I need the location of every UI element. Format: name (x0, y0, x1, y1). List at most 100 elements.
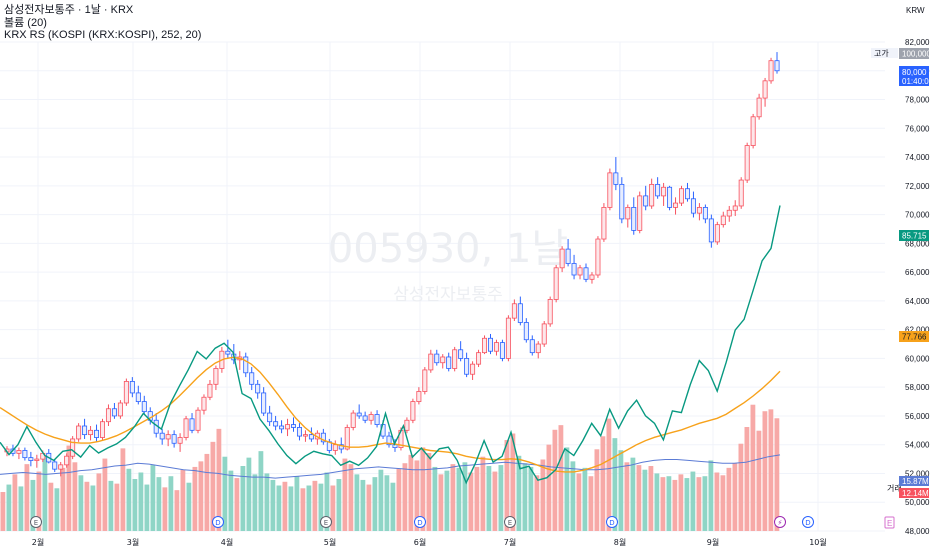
event-label: ⚡ (778, 519, 783, 527)
watermark-name: 삼성전자보통주 (393, 285, 502, 305)
volume-ma-path (0, 454, 781, 479)
price-tick-label: 56,000 (905, 412, 930, 421)
candle-body (249, 372, 255, 385)
candle-body (159, 432, 165, 440)
volume-bar (660, 477, 666, 531)
legend-rs[interactable]: KRX RS (KOSPI (KRX:KOSPI), 252, 20) (4, 29, 202, 41)
event-label: E (324, 519, 328, 527)
last-price-tag (899, 66, 929, 86)
volume-bar (336, 479, 342, 531)
candle-body (225, 350, 231, 355)
candle-body (637, 195, 643, 231)
volume-bar (102, 458, 108, 531)
candle-body (499, 342, 505, 359)
event-circle (504, 516, 516, 528)
legend-symbol[interactable]: 삼성전자보통주 · 1날 · KRX (4, 4, 134, 16)
event-circle (414, 516, 426, 528)
candle-body (631, 206, 637, 231)
price-tick-label: 60,000 (905, 354, 930, 363)
candle-body (464, 358, 470, 375)
event-markers: E D E D E D ⚡ D (30, 516, 814, 528)
volume-bar (150, 465, 156, 531)
candle-body (117, 402, 123, 417)
volume-bar (384, 475, 390, 531)
event-marker[interactable]: E (504, 516, 516, 528)
candle-body (714, 224, 720, 243)
volume-bar (312, 480, 318, 531)
volume-bar (222, 456, 228, 531)
legend-volume-ma[interactable]: 볼륨 (20) (4, 16, 47, 29)
volume-bar (330, 485, 336, 531)
time-tick-label: 4월 (221, 537, 233, 547)
candle-body (583, 267, 589, 280)
volume-bar (108, 480, 114, 531)
candle-body (523, 322, 529, 341)
candle-body (458, 349, 464, 359)
candle-body (493, 342, 499, 352)
volume-bar (708, 460, 714, 531)
candle-body (541, 323, 547, 345)
event-marker[interactable]: E (320, 516, 332, 528)
volume-bar (540, 459, 546, 531)
volume-bar (0, 492, 6, 531)
volume-bar (12, 474, 18, 531)
candle-body (94, 429, 100, 438)
event-marker[interactable]: D (414, 516, 426, 528)
event-marker[interactable]: D (212, 516, 224, 528)
event-marker[interactable]: D (802, 516, 814, 528)
candle-body (434, 353, 440, 364)
volume-bar (114, 483, 120, 531)
volume-bar (300, 488, 306, 531)
volume-bar (306, 485, 312, 531)
high-value: 100,000 (902, 50, 931, 59)
volume-bar (582, 467, 588, 531)
candle-body (476, 352, 482, 365)
candle-body (111, 408, 117, 417)
event-marker[interactable]: ⚡ (774, 516, 786, 528)
volume-bar (774, 418, 780, 531)
volume-bar (498, 465, 504, 531)
candle-body (267, 412, 273, 423)
volume-bar (6, 484, 12, 531)
candle-body (655, 183, 661, 197)
volume-bar (720, 475, 726, 531)
candle-body (482, 337, 488, 354)
volume-last-value: 12.14M (902, 489, 929, 498)
volume-bar (54, 488, 60, 531)
candle-body (547, 299, 553, 325)
candle-body (774, 60, 780, 72)
volume-bar (528, 466, 534, 531)
event-label: E (34, 519, 38, 527)
volume-bar (522, 463, 528, 531)
price-axis[interactable]: 82,000 80,000 78,000 76,000 74,000 72,000 70,0… (905, 38, 930, 536)
candle-body (344, 427, 350, 450)
candle-body (105, 408, 111, 423)
candle-body (88, 429, 94, 436)
rs-ma-value-tag (899, 331, 929, 342)
candle-body (16, 450, 22, 454)
volume-ma-value: 15.87M (902, 477, 929, 486)
candle-body (52, 461, 58, 470)
volume-bar (174, 490, 180, 531)
volume-bar (246, 457, 252, 531)
volume-bar (618, 450, 624, 531)
volume-bar (714, 472, 720, 531)
candle-body (255, 383, 261, 394)
volume-bar (186, 482, 192, 531)
volume-bar (396, 468, 402, 531)
volume-bar (192, 466, 198, 531)
volume-bar (90, 485, 96, 531)
flag-icon[interactable]: E (884, 516, 895, 529)
event-label: D (215, 519, 220, 527)
candle-body (535, 343, 541, 354)
event-marker[interactable]: E (30, 516, 42, 528)
volume-bar (702, 476, 708, 531)
volume-bar (204, 453, 210, 531)
volume-bar (624, 462, 630, 531)
candle-body (285, 424, 291, 430)
time-tick-label: 9월 (707, 537, 719, 547)
time-axis[interactable]: 2월 3월 4월 5월 6월 7월 8월 9월 10월 (32, 537, 827, 547)
event-marker[interactable]: D (606, 516, 618, 528)
volume-bar (228, 470, 234, 531)
